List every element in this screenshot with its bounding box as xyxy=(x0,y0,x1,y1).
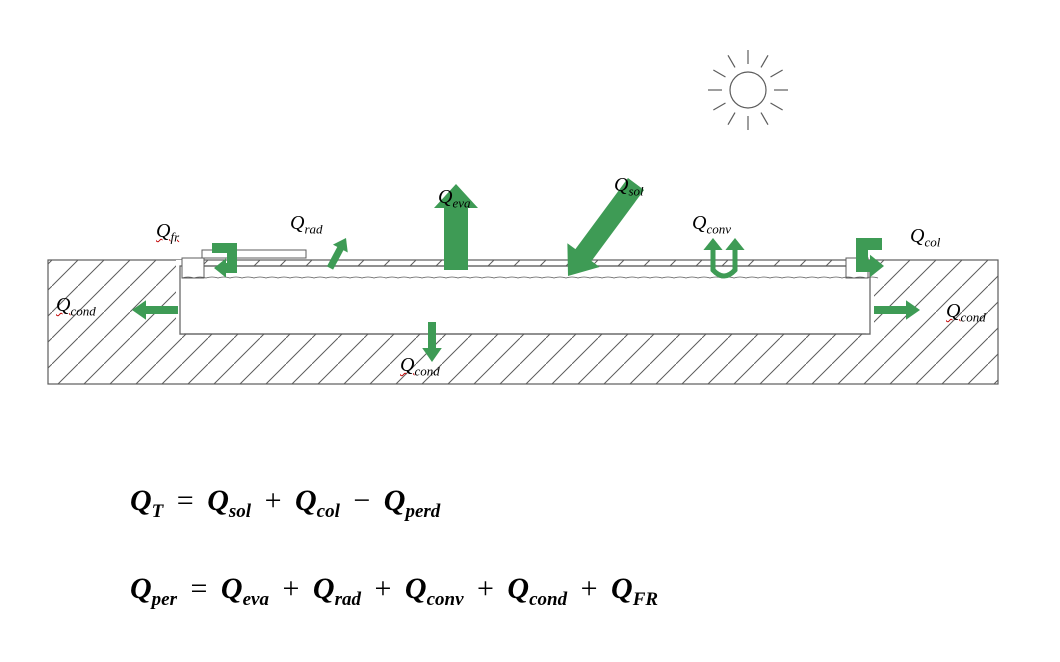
equation-2: Qper = Qeva + Qrad + Qconv + Qcond + QFR xyxy=(130,572,658,611)
label-qcond_r: Qcond xyxy=(946,300,986,326)
diagram-svg xyxy=(0,0,1060,662)
label-qcol: Qcol xyxy=(910,225,940,251)
label-qcond_b: Qcond xyxy=(400,354,440,380)
label-qrad: Qrad xyxy=(290,212,323,238)
label-qcond_l: Qcond xyxy=(56,294,96,320)
equation-1: QT = Qsol + Qcol − Qperd xyxy=(130,484,440,523)
label-qconv: Qconv xyxy=(692,212,731,238)
diagram-stage: Qfr Qrad Qeva Qsol Qconv Qcol Qcond Qcond Qcond Q… xyxy=(0,0,1060,662)
label-qsol: Qsol xyxy=(614,174,644,200)
label-qfr: Qfr xyxy=(156,220,179,246)
label-qeva: Qeva xyxy=(438,186,471,212)
